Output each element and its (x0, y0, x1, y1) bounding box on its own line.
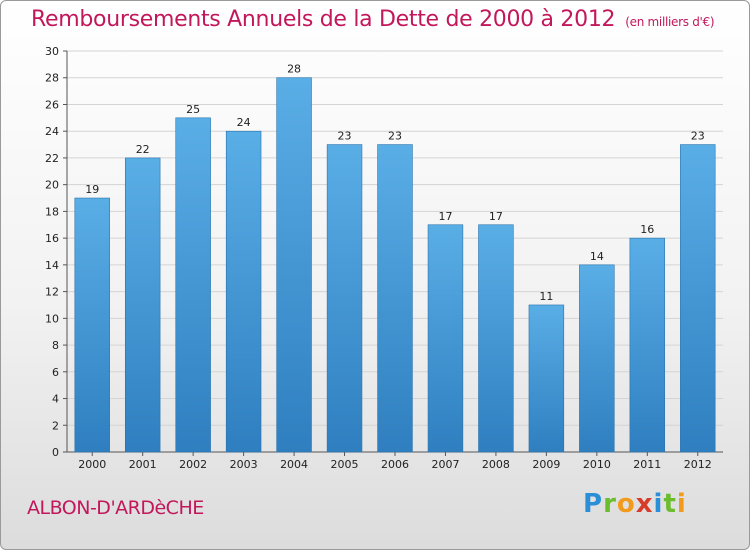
y-tick-label: 12 (45, 286, 59, 299)
x-tick-label: 2008 (482, 458, 510, 471)
bar (124, 157, 161, 453)
x-tick-label: 2007 (431, 458, 459, 471)
y-tick-label: 6 (52, 366, 59, 379)
bar-value-label: 11 (539, 290, 553, 303)
bar (175, 117, 211, 453)
logo-letter: P (583, 489, 604, 519)
y-tick-label: 18 (45, 205, 59, 218)
bar-value-label: 14 (590, 250, 604, 263)
bar-value-label: 23 (338, 130, 352, 143)
x-tick-label: 2003 (230, 458, 258, 471)
bar (377, 144, 413, 453)
bar (528, 304, 565, 453)
y-tick-label: 20 (45, 179, 59, 192)
x-tick-label: 2002 (179, 458, 207, 471)
bar-value-label: 23 (388, 130, 402, 143)
logo-letter: i (676, 489, 687, 519)
logo-letter: x (635, 489, 654, 519)
y-tick-label: 24 (45, 125, 59, 138)
bar (427, 224, 464, 453)
y-tick-label: 16 (45, 232, 59, 245)
bar-value-label: 22 (136, 143, 150, 156)
y-tick-label: 10 (45, 312, 59, 325)
logo-letter: i (653, 489, 664, 519)
x-tick-label: 2001 (129, 458, 157, 471)
logo-letter: t (663, 489, 677, 519)
x-tick-label: 2000 (78, 458, 106, 471)
bar-value-label: 16 (640, 223, 654, 236)
y-tick-label: 14 (45, 259, 59, 272)
chart-subtitle: (en milliers d'€) (625, 15, 715, 29)
x-tick-label: 2010 (583, 458, 611, 471)
x-tick-label: 2006 (381, 458, 409, 471)
bar-value-label: 17 (489, 210, 503, 223)
y-tick-label: 22 (45, 152, 59, 165)
bar-value-label: 24 (237, 116, 251, 129)
bar (579, 264, 615, 453)
y-tick-label: 8 (52, 339, 59, 352)
bar-value-label: 17 (438, 210, 452, 223)
x-tick-label: 2005 (331, 458, 359, 471)
bar-value-label: 28 (287, 63, 301, 76)
logo-letter: o (616, 489, 636, 519)
bars (74, 77, 716, 453)
proxiti-logo: Proxiti (583, 489, 687, 519)
commune-name: ALBON-D'ARDèCHE (27, 497, 204, 519)
y-tick-label: 2 (52, 419, 59, 432)
y-tick-label: 26 (45, 98, 59, 111)
bar (680, 144, 716, 453)
bar (225, 130, 262, 453)
bar (326, 144, 363, 453)
chart-title-text: Remboursements Annuels de la Dette de 20… (31, 7, 616, 32)
y-tick-label: 0 (52, 446, 59, 459)
bar-value-label: 25 (186, 103, 200, 116)
chart-title: Remboursements Annuels de la Dette de 20… (31, 7, 715, 32)
x-tick-label: 2011 (633, 458, 661, 471)
bar (74, 197, 110, 453)
logo-letter: r (603, 489, 617, 519)
bar-value-label: 23 (691, 130, 705, 143)
x-tick-label: 2009 (532, 458, 560, 471)
bar (629, 237, 666, 453)
y-tick-label: 30 (45, 45, 59, 58)
y-tick-label: 4 (52, 393, 59, 406)
bar (478, 224, 514, 453)
x-tick-label: 2004 (280, 458, 308, 471)
x-axis-ticks: 2000 2001 2002 2003 2004 2005 2006 2007 2008 2009… (78, 458, 712, 471)
bar (276, 77, 312, 453)
data-labels: 19 22 25 24 28 23 23 17 17 11 14 16 23 (85, 63, 705, 303)
x-tick-label: 2012 (684, 458, 712, 471)
bar-value-label: 19 (85, 183, 99, 196)
y-tick-label: 28 (45, 72, 59, 85)
